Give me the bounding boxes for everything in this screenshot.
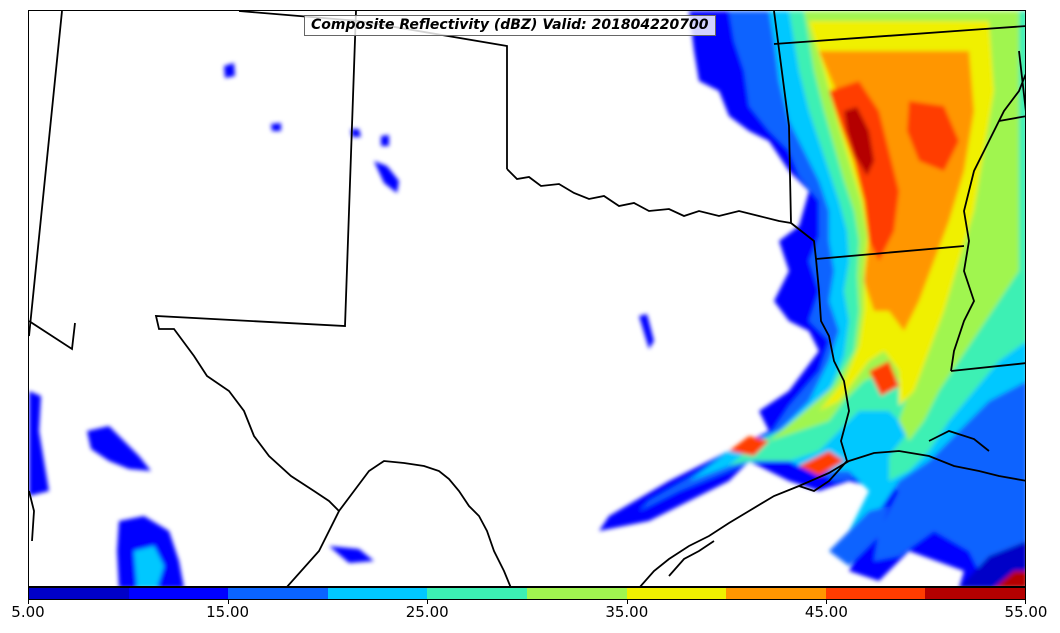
echo-cell-core <box>844 107 874 176</box>
echo-central-1 <box>374 161 399 193</box>
echo-southeast <box>960 541 1025 586</box>
colorbar-tick-label: 55.00 <box>1004 603 1048 621</box>
mississippi-river <box>950 73 1025 372</box>
colorbar-tick-label: 5.00 <box>11 603 45 621</box>
colorbar <box>28 587 1026 600</box>
state-boundaries <box>29 11 1025 586</box>
ar-ok-border <box>773 11 817 260</box>
colorbar-tick <box>427 600 429 604</box>
ms-east <box>998 115 1025 122</box>
map-area <box>28 10 1026 587</box>
colorbar-tick <box>826 600 828 604</box>
colorbar-tick <box>1025 600 1026 604</box>
map-title: Composite Reflectivity (dBZ) Valid: 2018… <box>304 15 716 36</box>
echo-central-2 <box>329 546 374 563</box>
colorbar-tick <box>227 600 229 604</box>
ar-la-border <box>815 245 965 260</box>
colorbar-segment <box>327 588 428 599</box>
colorbar-tick-label: 25.00 <box>405 603 449 621</box>
echo-line-south <box>729 361 899 476</box>
ms-al-border <box>950 362 1025 372</box>
colorbar-segment <box>427 588 527 599</box>
nm-border <box>29 11 357 586</box>
colorbar-tick <box>28 600 29 604</box>
echo-central-3 <box>639 314 654 349</box>
tx-la-border <box>798 258 850 492</box>
rio-grande <box>338 460 512 586</box>
echo-southeast-core <box>996 571 1025 586</box>
echo-north-small <box>224 63 389 146</box>
gulf-coast <box>639 450 1025 586</box>
colorbar-segment <box>228 588 328 599</box>
map-canvas <box>29 11 1025 586</box>
echo-gulf-band <box>829 506 889 566</box>
colorbar-tick-label: 35.00 <box>605 603 649 621</box>
echo-west-1 <box>87 426 151 471</box>
colorbar-segment <box>526 588 627 599</box>
west-coast-fragment <box>29 490 35 542</box>
ar-north-border <box>773 28 985 45</box>
az-nm-border <box>29 320 76 351</box>
reflectivity-field <box>29 11 1025 586</box>
colorbar-tick-label: 45.00 <box>804 603 848 621</box>
echo-west-3-core <box>134 546 164 586</box>
colorbar-segment <box>726 588 826 599</box>
colorbar-segment <box>925 588 1025 599</box>
colorbar-segment <box>626 588 727 599</box>
tn-border <box>983 25 1025 112</box>
colorbar-segment <box>29 588 129 599</box>
gulf-coast-inner <box>668 430 990 577</box>
echo-west-2 <box>29 391 49 496</box>
colorbar-tick <box>626 600 628 604</box>
colorbar-segment <box>825 588 926 599</box>
echo-cell-north <box>907 101 959 171</box>
colorbar-tick-label: 15.00 <box>206 603 250 621</box>
colorbar-segment <box>128 588 229 599</box>
red-river <box>506 168 792 224</box>
